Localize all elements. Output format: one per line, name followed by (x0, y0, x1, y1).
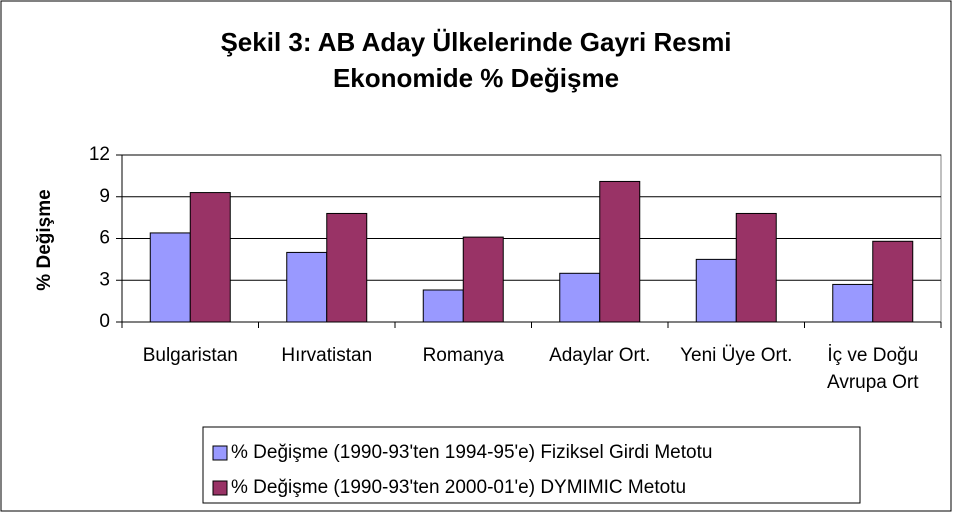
y-tick-label: 0 (99, 311, 110, 332)
legend-box (202, 426, 861, 504)
bar (872, 240, 914, 323)
y-axis-label: % Değişme (34, 189, 55, 290)
bar (599, 180, 641, 323)
bar (695, 258, 737, 323)
x-tick-label: Romanya (422, 345, 504, 366)
bar (422, 289, 464, 323)
bar (286, 251, 328, 323)
bar (149, 232, 191, 323)
bar (462, 236, 504, 323)
bar (832, 283, 874, 323)
x-tick-label: Bulgaristan (142, 345, 238, 366)
bar (559, 272, 601, 323)
legend-swatch (212, 480, 228, 496)
y-tick-label: 3 (99, 269, 110, 290)
legend-label: % Değişme (1990-93'ten 1994-95'e) Fiziks… (231, 442, 712, 463)
x-tick-label: İç ve Doğu Avrupa Ort (826, 345, 919, 393)
bar (189, 192, 231, 323)
y-tick-label: 9 (99, 186, 110, 207)
y-tick-label: 12 (89, 144, 110, 165)
x-tick-label: Hırvatistan (281, 345, 373, 366)
bar (326, 212, 368, 323)
legend-swatch (212, 445, 228, 461)
y-tick-label: 6 (99, 228, 110, 249)
legend-label: % Değişme (1990-93'ten 2000-01'e) DYMIMI… (231, 477, 686, 498)
chart-title: Şekil 3: AB Aday Ülkelerinde Gayri Resmi… (220, 27, 732, 93)
x-tick-label: Yeni Üye Ort. (680, 345, 793, 366)
bar (735, 212, 777, 323)
x-tick-label: Adaylar Ort. (549, 345, 651, 366)
